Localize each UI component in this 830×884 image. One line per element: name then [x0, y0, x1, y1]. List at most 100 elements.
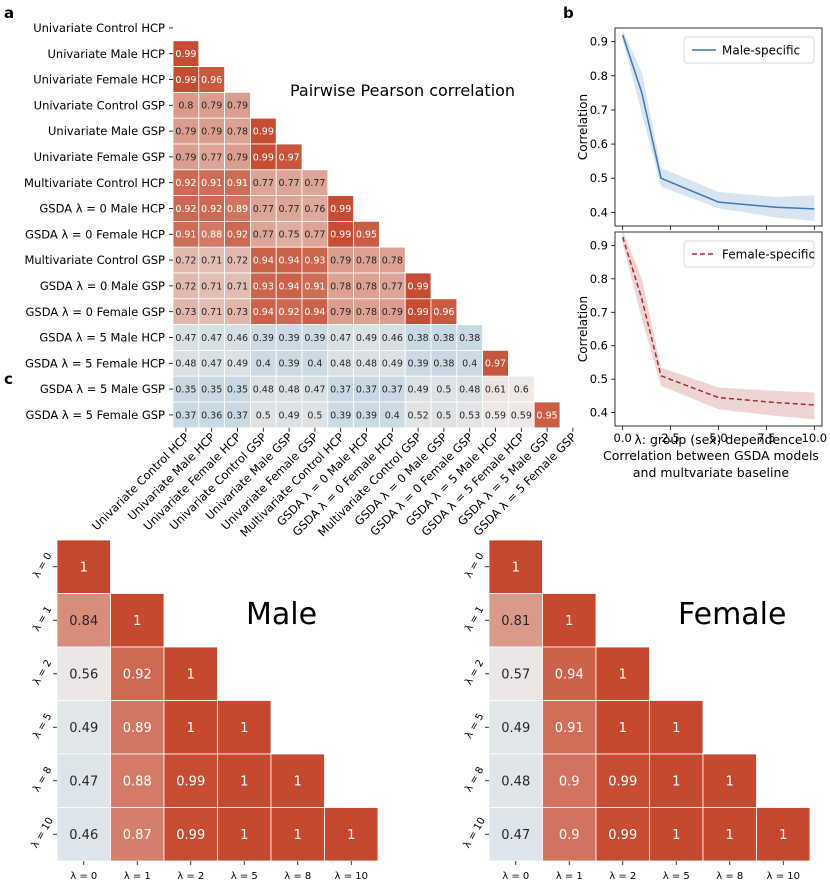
cell-value-label: 0.77: [253, 204, 274, 215]
cell-value-label: 0.77: [201, 152, 222, 163]
cell-value-label: 0.92: [175, 204, 196, 215]
heatmap-cell: [224, 143, 251, 171]
row-label: Univariate Female GSP: [34, 150, 165, 164]
x-tick-label: 5.0: [709, 431, 727, 445]
row-label: λ = 10: [462, 816, 488, 850]
heatmap-cell: [430, 298, 458, 325]
heatmap-cell: [649, 700, 704, 755]
cell-value-label: 0.79: [227, 152, 248, 163]
heatmap-cell: [378, 401, 406, 429]
row-label: λ = 1: [463, 605, 486, 634]
heatmap-cell: [430, 375, 458, 403]
col-label: λ = 0: [70, 871, 97, 880]
cell-value-label: 0.49: [501, 721, 530, 736]
cell-value-label: 0.59: [511, 410, 532, 421]
heatmap-cell: [56, 753, 111, 808]
heatmap-cell: [163, 753, 218, 808]
cell-value-label: 0.36: [201, 410, 222, 421]
heatmap-cell: [430, 401, 458, 429]
col-label: λ = 0: [502, 871, 529, 880]
y-tick-label: 0.6: [590, 339, 608, 353]
heatmap-cell: [275, 324, 303, 351]
cell-value-label: 1: [619, 667, 627, 682]
cell-value-label: 1: [512, 560, 520, 575]
cell-value-label: 0.71: [201, 281, 222, 292]
cell-value-label: 0.46: [227, 333, 248, 344]
col-label: λ = 1: [124, 871, 151, 880]
cell-value-label: 0.95: [537, 410, 558, 421]
cell-value-label: 0.99: [176, 828, 205, 843]
heatmap-d-title: Female: [678, 597, 786, 632]
cell-value-label: 0.46: [69, 828, 98, 843]
cell-value-label: 0.96: [433, 307, 454, 318]
cell-value-label: 0.79: [175, 152, 196, 163]
heatmap-cell: [110, 593, 165, 648]
heatmap-cell: [542, 753, 597, 808]
col-label: λ = 8: [284, 871, 311, 880]
heatmap-cell: [110, 807, 165, 862]
cell-value-label: 0.61: [485, 385, 506, 396]
cell-value-label: 0.99: [608, 828, 637, 843]
cell-value-label: 0.78: [356, 307, 377, 318]
heatmap-cell: [404, 298, 432, 325]
cell-value-label: 1: [347, 828, 355, 843]
cell-value-label: 0.52: [408, 410, 429, 421]
cell-value-label: 0.37: [382, 385, 403, 396]
female-matrix-panel: Female 10.81 10.57 0.94 10.49 0.91 1 10.48 0.9 0…: [462, 539, 811, 882]
cell-value-label: 0.48: [501, 774, 530, 789]
heatmap-cell: [172, 66, 200, 93]
row-label: GSDA λ = 0 Female HCP: [25, 227, 165, 241]
heatmap-cell: [198, 66, 226, 93]
cell-value-label: 0.73: [175, 307, 196, 318]
heatmap-cell: [324, 807, 379, 862]
cell-value-label: 0.78: [356, 281, 377, 292]
heatmap-cell: [249, 220, 277, 248]
heatmap-cell: [595, 753, 650, 808]
cell-value-label: 0.81: [501, 614, 530, 629]
y-axis-label: Correlation: [576, 94, 590, 160]
row-label: λ = 1: [31, 605, 54, 634]
heatmap-cell: [456, 375, 483, 403]
x-tick-label: 7.5: [757, 431, 775, 445]
row-label: Univariate Female HCP: [33, 73, 165, 87]
cell-value-label: 0.38: [433, 359, 454, 370]
cell-value-label: 0.37: [175, 410, 196, 421]
cell-value-label: 0.94: [279, 281, 300, 292]
x-tick-label: 2.5: [661, 431, 679, 445]
heatmap-cell: [327, 272, 354, 300]
cell-value-label: 1: [240, 774, 248, 789]
cell-value-label: 0.89: [123, 721, 152, 736]
row-label: λ = 2: [463, 658, 486, 687]
heatmap-cell: [353, 220, 380, 248]
cell-value-label: 0.5: [307, 410, 322, 421]
row-label: Multivariate Control HCP: [24, 176, 165, 190]
heatmap-cell: [702, 753, 757, 808]
cell-value-label: 1: [672, 721, 680, 736]
cell-value-label: 0.35: [227, 385, 248, 396]
cell-value-label: 0.59: [485, 410, 506, 421]
row-label: λ = 5: [463, 712, 486, 741]
cell-value-label: 1: [726, 828, 734, 843]
cell-value-label: 0.92: [279, 307, 300, 318]
cell-value-label: 0.87: [123, 828, 152, 843]
line-chart-title-2: and multvariate baseline: [633, 465, 790, 480]
cell-value-label: 0.48: [356, 359, 377, 370]
heatmap-cell: [327, 298, 354, 325]
heatmap-cell: [353, 272, 380, 300]
y-tick-label: 0.5: [590, 171, 608, 185]
cell-value-label: 0.48: [459, 385, 480, 396]
cell-value-label: 0.38: [459, 333, 480, 344]
cell-value-label: 0.77: [279, 204, 300, 215]
heatmap-cell: [224, 117, 251, 145]
cell-value-label: 0.47: [201, 333, 222, 344]
cell-value-label: 1: [619, 721, 627, 736]
cell-value-label: 0.79: [227, 101, 248, 112]
heatmap-cell: [404, 375, 432, 403]
heatmap-cell: [198, 169, 226, 197]
cell-value-label: 0.39: [356, 410, 377, 421]
cell-value-label: 0.71: [227, 281, 248, 292]
heatmap-cell: [270, 807, 325, 862]
cell-value-label: 1: [294, 774, 302, 789]
x-tick-label: 0.0: [614, 431, 632, 445]
cell-value-label: 0.79: [201, 127, 222, 138]
